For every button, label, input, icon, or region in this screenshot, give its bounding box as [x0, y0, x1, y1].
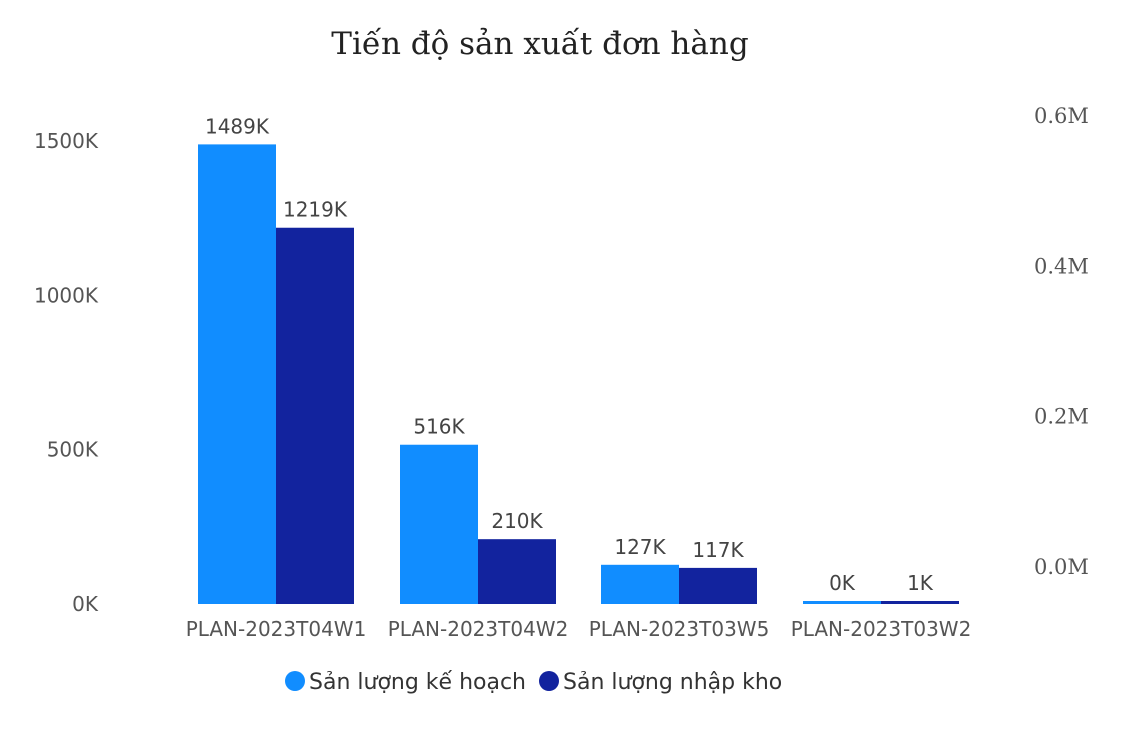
bar-planned-2[interactable]	[400, 444, 478, 604]
y-left-tick-label: 1500K	[34, 129, 99, 153]
y-right-tick-label: 0.6M	[1034, 104, 1089, 128]
y-axis-left: 0K 500K 1000K 1500K	[34, 129, 99, 616]
y-left-tick-label: 1000K	[34, 283, 99, 307]
data-label: 210K	[491, 509, 543, 533]
data-label: 1K	[907, 571, 934, 595]
bar-warehoused-2[interactable]	[478, 539, 556, 604]
bar-planned-3[interactable]	[601, 564, 679, 604]
x-tick-label: PLAN-2023T04W1	[186, 617, 367, 641]
bar-planned-4[interactable]	[803, 601, 881, 604]
data-label: 1489K	[205, 114, 270, 138]
legend-label: Sản lượng nhập kho	[563, 670, 782, 695]
data-label: 516K	[413, 415, 465, 439]
data-label: 1219K	[283, 198, 348, 222]
y-right-tick-label: 0.4M	[1034, 254, 1089, 278]
legend-marker	[285, 671, 305, 691]
bars	[198, 144, 959, 605]
legend[interactable]: Sản lượng kế hoạch Sản lượng nhập kho	[285, 670, 782, 695]
y-right-tick-label: 0.2M	[1034, 405, 1089, 429]
legend-item-warehoused[interactable]: Sản lượng nhập kho	[539, 670, 782, 695]
legend-label: Sản lượng kế hoạch	[309, 670, 526, 695]
legend-marker	[539, 671, 559, 691]
bar-planned-1[interactable]	[198, 144, 276, 605]
legend-item-planned[interactable]: Sản lượng kế hoạch	[285, 670, 526, 695]
x-axis: PLAN-2023T04W1 PLAN-2023T04W2 PLAN-2023T03…	[186, 617, 972, 641]
y-left-tick-label: 0K	[72, 592, 99, 616]
bar-warehoused-4[interactable]	[881, 601, 959, 604]
bar-warehoused-3[interactable]	[679, 567, 757, 604]
chart-title: Tiến độ sản xuất đơn hàng	[331, 26, 748, 62]
data-label: 127K	[614, 535, 666, 559]
data-label: 0K	[829, 571, 856, 595]
y-left-tick-label: 500K	[47, 438, 99, 462]
x-tick-label: PLAN-2023T03W5	[589, 617, 770, 641]
y-axis-right: 0.0M 0.2M 0.4M 0.6M	[1034, 104, 1089, 579]
y-right-tick-label: 0.0M	[1034, 555, 1089, 579]
data-labels: 1489K 1219K 516K 210K 127K 117K 0K 1K	[205, 114, 934, 595]
x-tick-label: PLAN-2023T04W2	[388, 617, 569, 641]
data-label: 117K	[692, 538, 744, 562]
bar-warehoused-1[interactable]	[276, 227, 354, 604]
x-tick-label: PLAN-2023T03W2	[791, 617, 972, 641]
